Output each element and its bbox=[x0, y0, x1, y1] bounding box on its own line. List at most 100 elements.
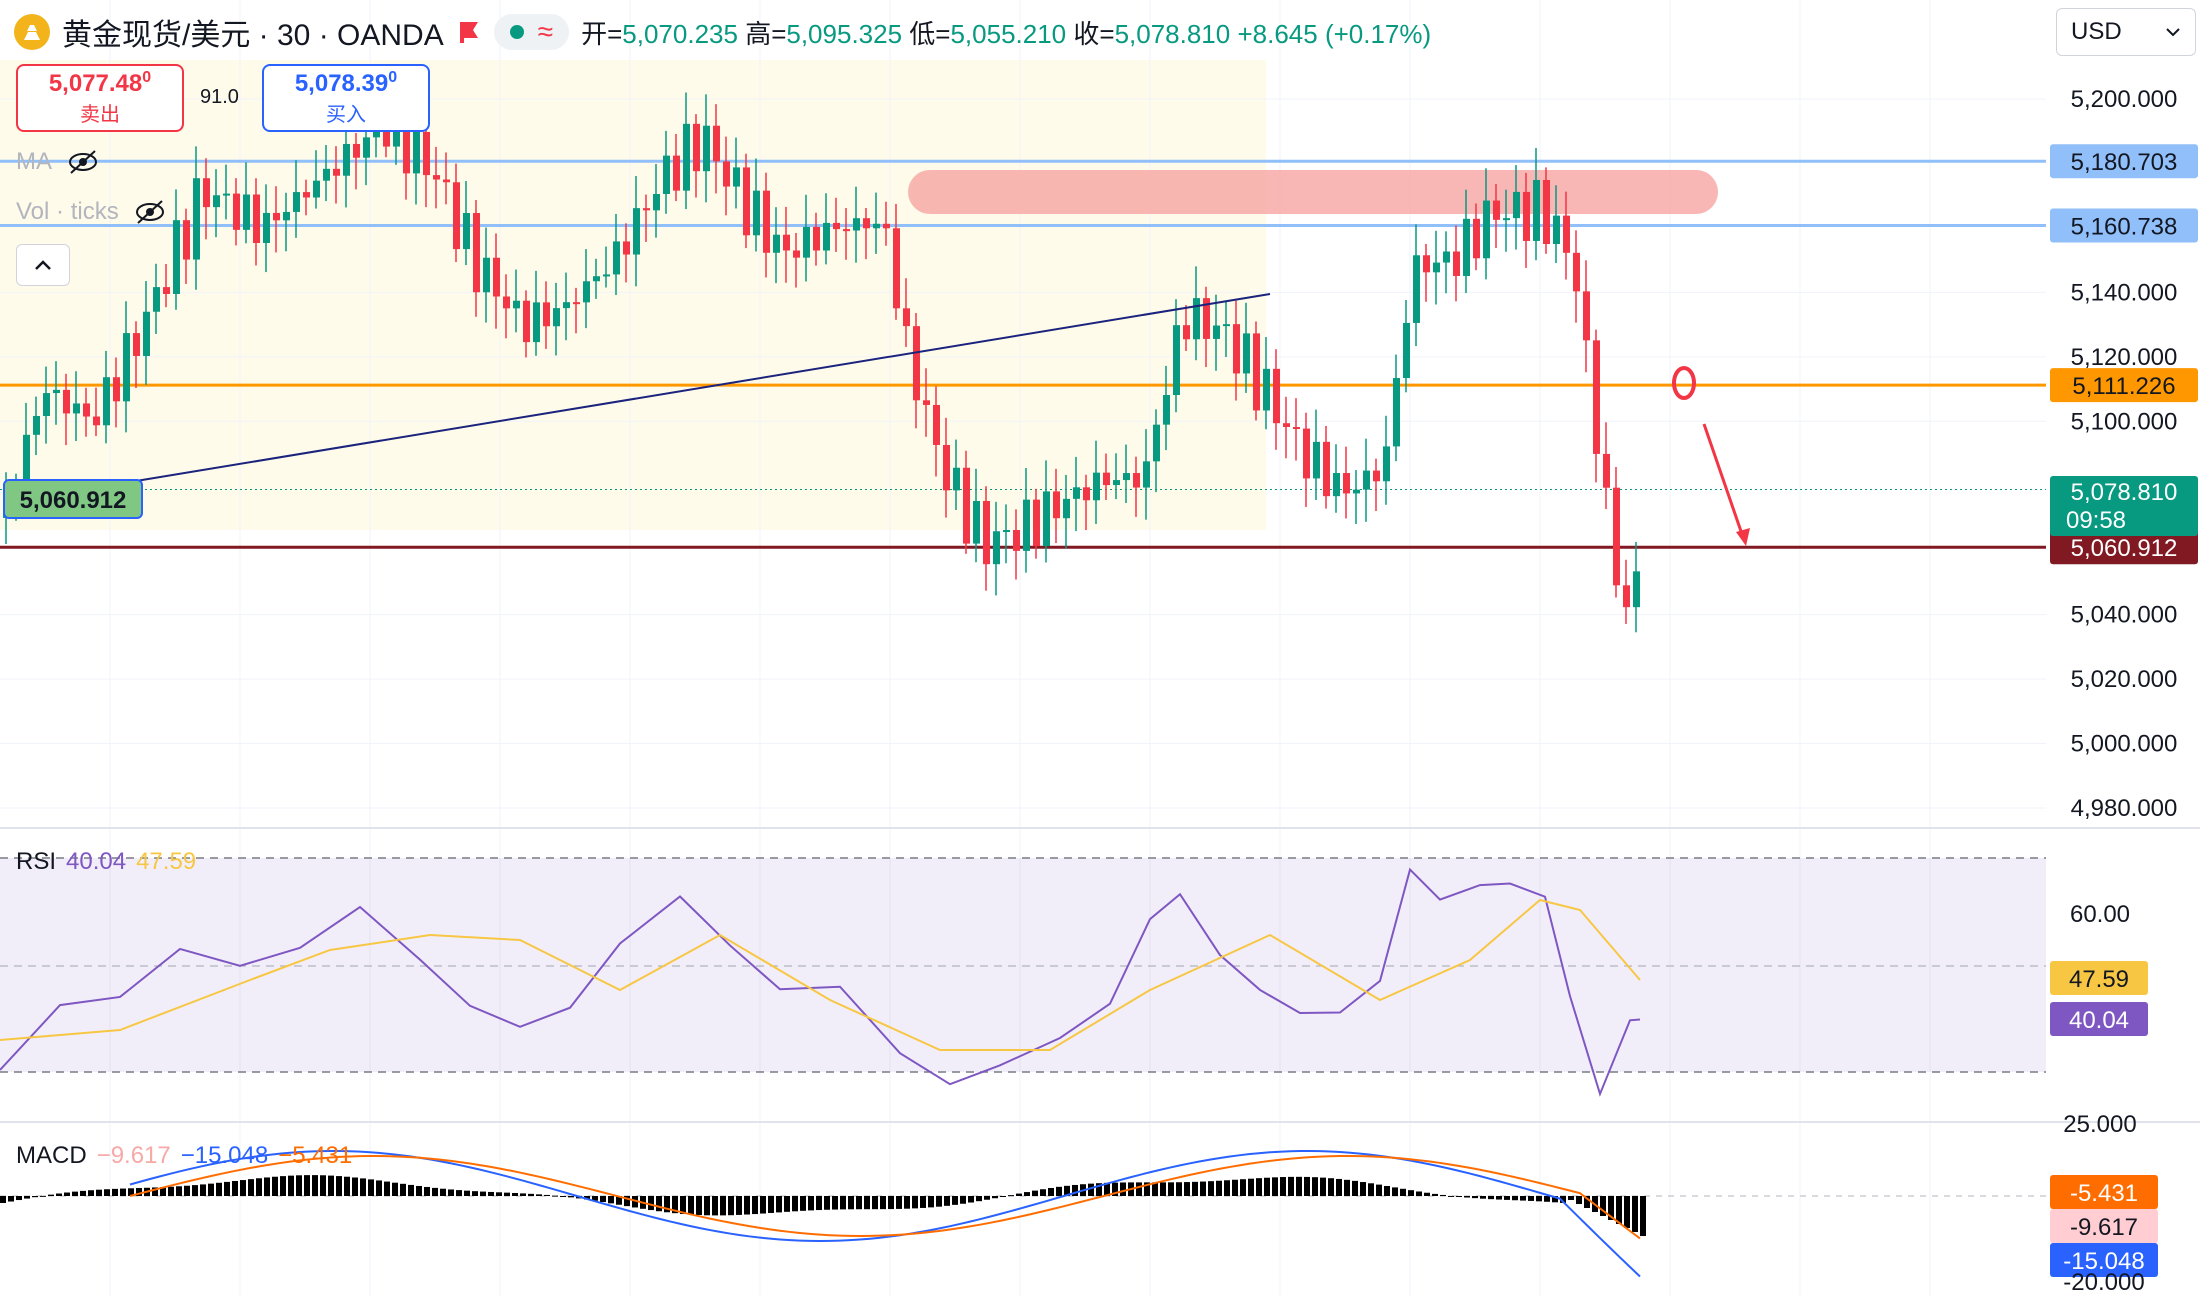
macd-hist-bar bbox=[1216, 1180, 1222, 1196]
market-status-pill[interactable]: ≈ bbox=[493, 14, 570, 50]
candle-body bbox=[1323, 441, 1330, 497]
candle-body bbox=[1113, 480, 1120, 486]
macd-hist-bar bbox=[760, 1196, 766, 1214]
macd-hist-bar bbox=[584, 1196, 590, 1200]
macd-hist-bar bbox=[376, 1180, 382, 1196]
candle-body bbox=[1333, 473, 1340, 497]
candle-body bbox=[163, 287, 170, 294]
macd-hist-bar bbox=[1384, 1185, 1390, 1196]
candle-body bbox=[903, 308, 910, 327]
macd-hist-bar bbox=[1112, 1182, 1118, 1196]
macd-legend[interactable]: MACD −9.617 −15.048 −5.431 bbox=[16, 1142, 362, 1170]
candle-body bbox=[763, 190, 770, 253]
candle-body bbox=[483, 257, 490, 293]
macd-hist-bar bbox=[1336, 1178, 1342, 1196]
gold-symbol-icon[interactable] bbox=[14, 14, 50, 50]
candle-body bbox=[183, 220, 190, 260]
ma-indicator[interactable]: MA bbox=[16, 148, 100, 176]
macd-hist-tag bbox=[2050, 1209, 2158, 1243]
candle-body bbox=[543, 302, 550, 327]
candle-body bbox=[1633, 571, 1640, 608]
macd-hist-bar bbox=[288, 1175, 294, 1196]
candle-body bbox=[353, 143, 360, 158]
flag-icon[interactable] bbox=[456, 19, 482, 45]
macd-hist-bar bbox=[960, 1196, 966, 1204]
macd-hist-bar bbox=[1400, 1188, 1406, 1196]
market-open-dot-icon bbox=[509, 25, 524, 39]
candle-body bbox=[693, 123, 700, 172]
candle-body bbox=[1583, 291, 1590, 341]
candle-body bbox=[1393, 378, 1400, 447]
candle-body bbox=[1523, 191, 1530, 241]
sell-button[interactable]: 5,077.480 卖出 bbox=[16, 64, 184, 132]
macd-hist-bar bbox=[1288, 1176, 1294, 1196]
candle-body bbox=[1303, 428, 1310, 479]
candle-body bbox=[1463, 218, 1470, 276]
collapse-indicators-button[interactable] bbox=[16, 244, 70, 286]
candle-body bbox=[973, 500, 980, 544]
macd-hist-bar bbox=[1344, 1179, 1350, 1196]
candle-body bbox=[503, 296, 510, 309]
macd-hist-bar bbox=[1464, 1196, 1470, 1198]
macd-hist-bar bbox=[120, 1188, 126, 1196]
candle-body bbox=[1423, 255, 1430, 273]
candle-body bbox=[1263, 368, 1270, 411]
candle-body bbox=[1483, 200, 1490, 259]
macd-hist-bar bbox=[80, 1190, 86, 1196]
macd-hist-bar bbox=[1144, 1182, 1150, 1196]
candle-body bbox=[413, 131, 420, 174]
buy-button[interactable]: 5,078.390 买入 bbox=[262, 64, 430, 132]
macd-label: MACD bbox=[16, 1142, 87, 1169]
macd-hist-bar bbox=[504, 1192, 510, 1196]
macd-hist-bar bbox=[200, 1184, 206, 1196]
rsi-line bbox=[0, 867, 1641, 1097]
macd-hist-bar bbox=[688, 1196, 694, 1215]
level-tag-text: 5,160.738 bbox=[2071, 214, 2178, 241]
candle-body bbox=[533, 302, 540, 343]
macd-hist-bar bbox=[768, 1196, 774, 1213]
macd-hist-bar bbox=[1240, 1179, 1246, 1196]
macd-hist-bar bbox=[176, 1186, 182, 1196]
candle-body bbox=[583, 281, 590, 303]
candle-body bbox=[383, 122, 390, 147]
macd-hist-bar bbox=[776, 1196, 782, 1213]
currency-select[interactable]: USD bbox=[2056, 8, 2196, 56]
wave-icon: ≈ bbox=[537, 16, 554, 47]
macd-hist-bar bbox=[1176, 1182, 1182, 1196]
macd-hist-bar bbox=[0, 1196, 6, 1204]
macd-hist-bar bbox=[520, 1193, 526, 1196]
eye-hidden-icon[interactable] bbox=[133, 198, 167, 226]
candle-body bbox=[253, 194, 260, 243]
candle-body bbox=[1363, 470, 1370, 490]
price-axis-tick: 4,980.000 bbox=[2071, 795, 2178, 822]
macd-hist-bar bbox=[240, 1180, 246, 1196]
candle-body bbox=[1533, 179, 1540, 241]
macd-hist-bar bbox=[680, 1196, 686, 1214]
volume-indicator[interactable]: Vol · ticks bbox=[16, 198, 167, 226]
candle-body bbox=[433, 175, 440, 180]
candle-body bbox=[803, 226, 810, 258]
annotation-circle bbox=[1672, 366, 1696, 400]
macd-hist-bar bbox=[1360, 1182, 1366, 1196]
candle-body bbox=[1133, 473, 1140, 488]
macd-hist-bar bbox=[136, 1188, 142, 1196]
candle-body bbox=[1073, 487, 1080, 499]
candle-body bbox=[1503, 218, 1510, 221]
rsi-value-tag-text: 40.04 bbox=[2069, 1007, 2129, 1034]
macd-hist-bar bbox=[272, 1176, 278, 1196]
price-axis-tick: 5,040.000 bbox=[2071, 602, 2178, 629]
macd-hist-bar bbox=[1536, 1196, 1542, 1202]
eye-hidden-icon[interactable] bbox=[66, 148, 100, 176]
candle-body bbox=[733, 167, 740, 187]
close-value: 5,078.810 bbox=[1114, 18, 1231, 49]
rsi-legend[interactable]: RSI 40.04 47.59 bbox=[16, 848, 206, 876]
macd-hist-bar bbox=[952, 1196, 958, 1205]
arrow-head-icon bbox=[1736, 528, 1750, 546]
candle-body bbox=[873, 223, 880, 229]
candle-body bbox=[463, 213, 470, 250]
candle-body bbox=[1513, 191, 1520, 219]
trend-line bbox=[129, 293, 1271, 483]
symbol-title[interactable]: 黄金现货/美元 · 30 · OANDA bbox=[62, 19, 444, 52]
candle-body bbox=[1093, 472, 1100, 501]
